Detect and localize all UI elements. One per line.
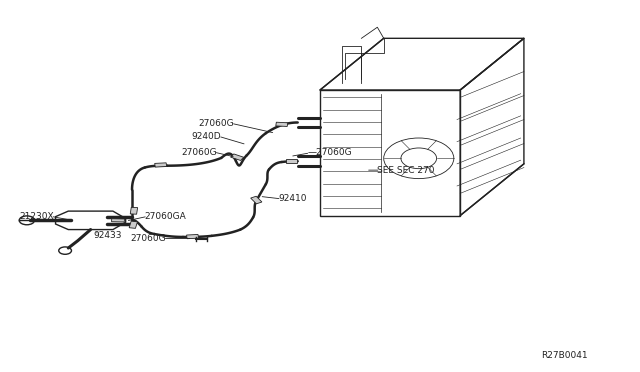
Text: 9240D: 9240D [191, 132, 221, 141]
Text: —27060G: —27060G [307, 148, 352, 157]
Polygon shape [230, 154, 244, 160]
Text: 27060G: 27060G [198, 119, 234, 128]
Text: 27060G: 27060G [181, 148, 217, 157]
Polygon shape [111, 219, 124, 222]
Polygon shape [155, 163, 166, 167]
Polygon shape [276, 122, 288, 126]
Polygon shape [187, 234, 198, 239]
Text: 21230X: 21230X [19, 212, 54, 221]
Text: 92433: 92433 [94, 231, 122, 240]
Text: 27060G: 27060G [130, 234, 166, 243]
Polygon shape [285, 160, 297, 163]
Text: SEE SEC 270: SEE SEC 270 [378, 166, 435, 174]
Polygon shape [129, 221, 138, 228]
Polygon shape [251, 196, 262, 204]
Polygon shape [131, 207, 138, 214]
Text: 92410: 92410 [278, 195, 307, 203]
Text: 27060GA: 27060GA [145, 212, 186, 221]
Text: R27B0041: R27B0041 [541, 351, 588, 360]
